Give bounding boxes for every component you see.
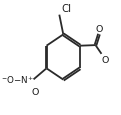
Text: O: O <box>31 87 39 96</box>
Text: O: O <box>95 25 102 34</box>
Text: Cl: Cl <box>61 4 72 13</box>
Text: $^{-}$O$-$N$^{+}$: $^{-}$O$-$N$^{+}$ <box>1 74 34 85</box>
Text: O: O <box>102 56 109 65</box>
